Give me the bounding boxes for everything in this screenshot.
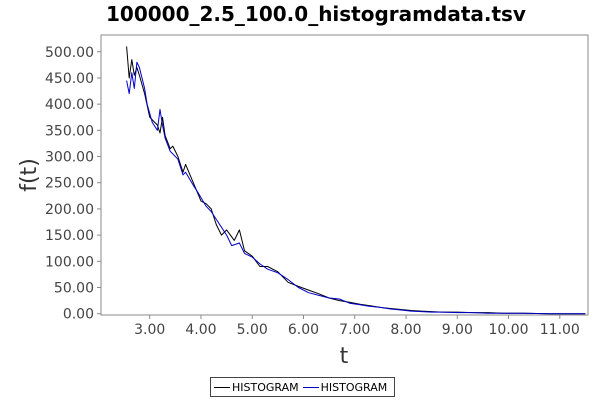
y-tick-label: 450.00 xyxy=(45,71,94,87)
y-tick-label: 500.00 xyxy=(45,45,94,61)
series-line-2 xyxy=(126,61,586,315)
x-tick-label: 3.00 xyxy=(134,322,165,338)
y-tick-label: 200.00 xyxy=(45,202,94,218)
x-tick-label: 6.00 xyxy=(288,322,319,338)
x-axis: 3.00 4.00 5.00 6.00 7.00 8.00 9.00 10.00 11.00 xyxy=(134,315,580,338)
chart-title: 100000_2.5_100.0_histogramdata.tsv xyxy=(106,2,526,26)
x-tick-label: 5.00 xyxy=(237,322,268,338)
y-tick-label: 400.00 xyxy=(45,97,94,113)
x-tick-label: 9.00 xyxy=(442,322,473,338)
y-tick-label: 150.00 xyxy=(45,228,94,244)
x-tick-label: 10.00 xyxy=(488,322,528,338)
y-tick-label: 300.00 xyxy=(45,150,94,166)
x-tick-label: 11.00 xyxy=(540,322,580,338)
y-tick-label: 350.00 xyxy=(45,123,94,139)
legend-swatch-series-2 xyxy=(302,386,319,388)
legend-label-series-1: HISTOGRAM xyxy=(232,380,299,394)
y-axis: 0.00 50.00 100.00 150.00 200.00 250.00 300.00 3… xyxy=(45,45,101,323)
plot-area xyxy=(100,34,589,316)
x-tick-label: 4.00 xyxy=(185,322,216,338)
x-tick-label: 7.00 xyxy=(339,322,370,338)
y-tick-label: 100.00 xyxy=(45,254,94,270)
legend-swatch-series-1 xyxy=(214,386,230,388)
y-tick-label: 250.00 xyxy=(45,176,94,192)
x-axis-title: t xyxy=(340,344,349,369)
y-axis-title: f(t) xyxy=(17,158,42,192)
y-tick-label: 0.00 xyxy=(63,307,94,323)
legend-item-series-1: HISTOGRAM xyxy=(214,381,299,394)
x-tick-label: 8.00 xyxy=(390,322,421,338)
legend-item-series-2: HISTOGRAM xyxy=(302,380,388,394)
legend: HISTOGRAM HISTOGRAM xyxy=(210,377,396,397)
y-tick-label: 50.00 xyxy=(54,280,94,296)
legend-label-series-2: HISTOGRAM xyxy=(320,380,388,394)
series-layer xyxy=(126,46,586,315)
